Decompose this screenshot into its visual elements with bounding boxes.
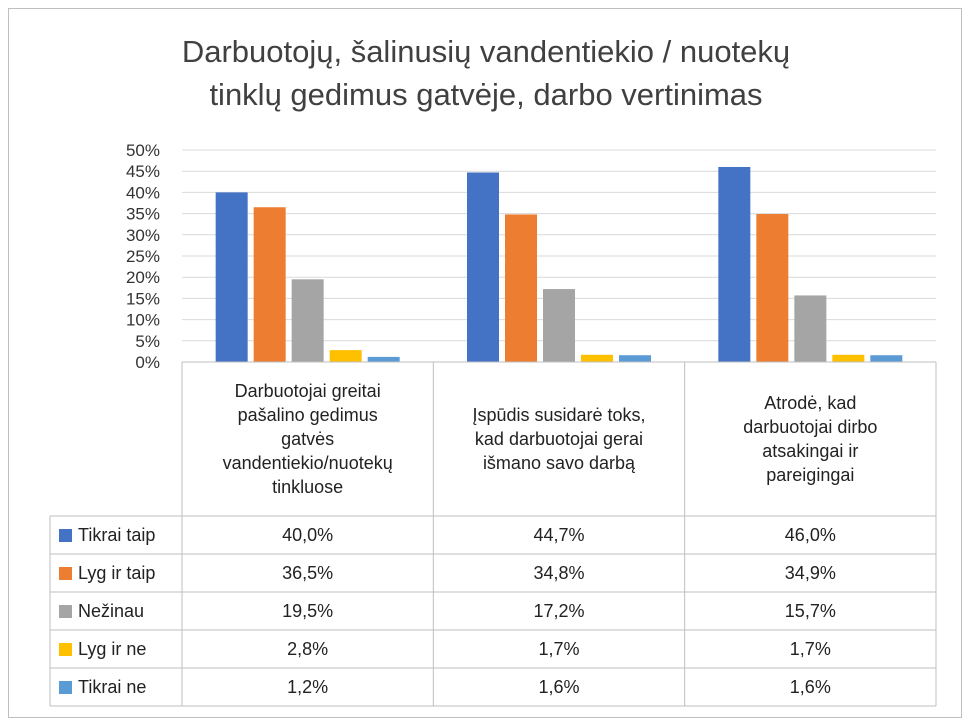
y-tick-label: 35%	[126, 205, 160, 224]
bar	[756, 214, 789, 362]
x-category-text: Atrodė, kad darbuotojai dirbo atsakingai i…	[743, 391, 877, 487]
legend-label: Lyg ir taip	[78, 563, 156, 583]
table-cell-value: 1,6%	[538, 677, 580, 697]
legend-label: Lyg ir ne	[78, 639, 147, 659]
x-category-line: pašalino gedimus	[237, 405, 378, 425]
chart-title-line-2: tinklų gedimus gatvėje, darbo vertinimas	[209, 77, 763, 112]
y-tick-label: 0%	[135, 353, 160, 372]
bar	[505, 214, 537, 362]
bar	[794, 295, 827, 362]
x-category-text: Įspūdis susidarė toks, kad darbuotojai ge…	[472, 403, 645, 475]
table-cell-value: 34,9%	[784, 563, 836, 583]
table-cell-value: 2,8%	[287, 639, 329, 659]
legend-label: Tikrai taip	[78, 525, 156, 545]
legend-swatch	[59, 642, 72, 656]
table-cell-value: 44,7%	[533, 525, 585, 545]
x-category-text: Darbuotojai greitai pašalino gedimus gatvė…	[223, 379, 393, 499]
x-category-label: Darbuotojai greitai pašalino gedimus gatvė…	[182, 362, 433, 516]
x-category-line: vandentiekio/nuotekų	[222, 453, 393, 473]
bar	[215, 192, 248, 362]
y-tick-label: 25%	[126, 247, 160, 266]
table-cell-value: 34,8%	[533, 563, 585, 583]
x-category-label: Įspūdis susidarė toks, kad darbuotojai ge…	[433, 362, 684, 516]
x-category-line: išmano savo darbą	[482, 453, 636, 473]
x-category-line: atsakingai ir	[762, 441, 859, 461]
x-category-line: Darbuotojai greitai	[234, 381, 381, 401]
legend-swatch	[59, 680, 72, 694]
bar	[253, 207, 286, 362]
chart-title: Darbuotojų, šalinusių vandentiekio / nuo…	[0, 30, 972, 116]
table-cell-value: 15,7%	[784, 601, 836, 621]
bar	[329, 350, 362, 362]
table-cell-value: 36,5%	[282, 563, 334, 583]
y-tick-label: 50%	[126, 141, 160, 160]
y-tick-label: 10%	[126, 311, 160, 330]
x-category-line: Įspūdis susidarė toks,	[472, 405, 646, 425]
table-cell-value: 46,0%	[784, 525, 836, 545]
y-tick-label: 15%	[126, 289, 160, 308]
bar	[543, 289, 575, 362]
table-cell-value: 17,2%	[533, 601, 585, 621]
bar	[832, 354, 865, 362]
bar	[619, 355, 651, 362]
bar	[581, 354, 613, 362]
x-category-line: darbuotojai dirbo	[743, 417, 878, 437]
x-category-label: Atrodė, kad darbuotojai dirbo atsakingai i…	[685, 362, 936, 516]
table-cell-value: 1,7%	[538, 639, 580, 659]
table-cell-value: 1,2%	[287, 677, 329, 697]
y-tick-label: 30%	[126, 226, 160, 245]
legend-swatch	[59, 604, 72, 618]
bar	[467, 172, 499, 362]
x-category-line: pareigingai	[766, 465, 855, 485]
table-cell-value: 1,7%	[789, 639, 831, 659]
bar	[367, 356, 400, 362]
table-cell-value: 19,5%	[282, 601, 334, 621]
legend-label: Tikrai ne	[78, 677, 147, 697]
y-tick-label: 5%	[135, 332, 160, 351]
x-category-line: Atrodė, kad	[764, 393, 857, 413]
x-category-line: tinkluose	[272, 477, 344, 497]
legend-swatch	[59, 566, 72, 580]
legend-swatch	[59, 528, 72, 542]
x-category-line: kad darbuotojai gerai	[474, 429, 644, 449]
table-cell-value: 1,6%	[789, 677, 831, 697]
table-cell-value: 40,0%	[282, 525, 334, 545]
bar	[291, 279, 324, 362]
y-tick-label: 20%	[126, 268, 160, 287]
y-tick-label: 45%	[126, 162, 160, 181]
chart-frame	[8, 8, 962, 718]
y-tick-label: 40%	[126, 183, 160, 202]
bar	[870, 355, 903, 362]
bar	[718, 166, 751, 362]
legend-label: Nežinau	[78, 601, 145, 621]
chart-title-line-1: Darbuotojų, šalinusių vandentiekio / nuo…	[181, 34, 791, 69]
x-category-line: gatvės	[281, 429, 335, 449]
